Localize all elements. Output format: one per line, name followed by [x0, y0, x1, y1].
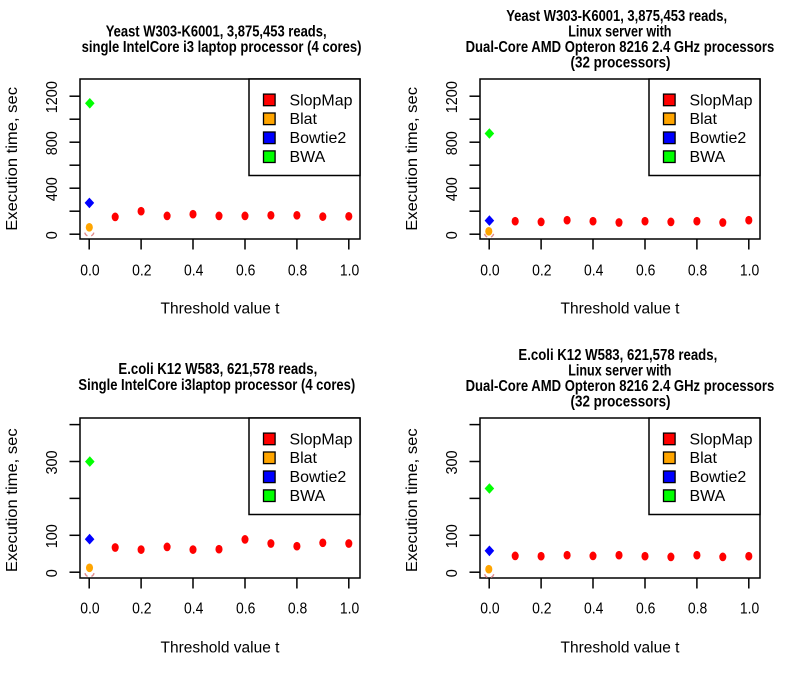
svg-text:1200: 1200 — [44, 81, 62, 113]
svg-text:0.8: 0.8 — [288, 601, 307, 618]
svg-text:Linux server with: Linux server with — [568, 23, 671, 41]
svg-text:Execution time, sec: Execution time, sec — [403, 428, 420, 572]
svg-text:0.6: 0.6 — [636, 263, 655, 280]
svg-text:Dual-Core AMD Opteron 8216 2.4: Dual-Core AMD Opteron 8216 2.4 GHz proce… — [466, 378, 775, 396]
svg-text:Linux server with: Linux server with — [568, 362, 671, 380]
svg-text:single IntelCore i3 laptop pro: single IntelCore i3 laptop processor (4 … — [82, 39, 362, 57]
svg-text:Blat: Blat — [690, 450, 718, 467]
svg-text:0.0: 0.0 — [80, 263, 99, 280]
svg-text:0: 0 — [44, 569, 62, 577]
svg-text:Yeast W303-K6001, 3,875,453 re: Yeast W303-K6001, 3,875,453 reads, — [106, 23, 327, 41]
svg-text:1.0: 1.0 — [340, 601, 359, 618]
svg-text:E.coli K12 W583, 621,578 reads: E.coli K12 W583, 621,578 reads, — [118, 361, 317, 378]
svg-text:0.0: 0.0 — [80, 601, 99, 618]
svg-text:0.2: 0.2 — [532, 601, 551, 618]
svg-text:Bowtie2: Bowtie2 — [290, 130, 347, 147]
svg-text:0.4: 0.4 — [584, 263, 603, 280]
svg-text:BWA: BWA — [290, 149, 326, 166]
svg-text:Bowtie2: Bowtie2 — [290, 469, 347, 486]
svg-text:Single IntelCore i3laptop proc: Single IntelCore i3laptop processor (4 c… — [78, 377, 355, 395]
svg-text:1200: 1200 — [444, 81, 462, 113]
svg-text:0.4: 0.4 — [184, 601, 203, 618]
svg-text:Threshold value t: Threshold value t — [561, 301, 681, 318]
svg-text:0.2: 0.2 — [132, 263, 151, 280]
svg-text:300: 300 — [444, 450, 462, 474]
svg-text:0: 0 — [44, 231, 62, 239]
svg-text:0.4: 0.4 — [584, 601, 603, 618]
svg-text:Threshold value t: Threshold value t — [561, 640, 681, 657]
svg-text:(32 processors): (32 processors) — [571, 394, 671, 411]
svg-text:Bowtie2: Bowtie2 — [690, 130, 747, 147]
svg-text:Bowtie2: Bowtie2 — [690, 469, 747, 486]
svg-text:0: 0 — [444, 569, 462, 577]
svg-text:SlopMap: SlopMap — [690, 431, 753, 448]
svg-text:Blat: Blat — [290, 450, 318, 467]
svg-text:400: 400 — [44, 177, 62, 201]
svg-text:0.6: 0.6 — [236, 601, 255, 618]
svg-text:Blat: Blat — [290, 111, 318, 128]
svg-text:BWA: BWA — [690, 488, 726, 505]
svg-text:1.0: 1.0 — [740, 263, 759, 280]
svg-text:Threshold value t: Threshold value t — [161, 301, 281, 318]
svg-text:0.8: 0.8 — [288, 263, 307, 280]
svg-text:0: 0 — [444, 231, 462, 239]
svg-text:300: 300 — [44, 450, 62, 474]
svg-text:BWA: BWA — [290, 488, 326, 505]
svg-text:0.0: 0.0 — [480, 263, 499, 280]
svg-text:0.2: 0.2 — [532, 263, 551, 280]
svg-text:SlopMap: SlopMap — [690, 92, 753, 109]
svg-text:400: 400 — [444, 177, 462, 201]
svg-text:800: 800 — [444, 131, 462, 155]
svg-text:0.0: 0.0 — [480, 601, 499, 618]
svg-text:0.8: 0.8 — [688, 601, 707, 618]
svg-text:(32 processors): (32 processors) — [571, 55, 671, 72]
svg-text:1.0: 1.0 — [740, 601, 759, 618]
svg-text:Execution time, sec: Execution time, sec — [403, 87, 420, 231]
svg-text:Execution time, sec: Execution time, sec — [3, 428, 20, 572]
svg-text:100: 100 — [44, 524, 62, 548]
svg-text:Yeast W303-K6001, 3,875,453 re: Yeast W303-K6001, 3,875,453 reads, — [506, 8, 727, 26]
svg-text:100: 100 — [444, 524, 462, 548]
svg-text:SlopMap: SlopMap — [290, 92, 353, 109]
svg-text:E.coli K12 W583, 621,578 reads: E.coli K12 W583, 621,578 reads, — [518, 347, 717, 364]
svg-text:1.0: 1.0 — [340, 263, 359, 280]
svg-text:Dual-Core AMD Opteron 8216 2.4: Dual-Core AMD Opteron 8216 2.4 GHz proce… — [466, 39, 775, 57]
svg-text:0.6: 0.6 — [636, 601, 655, 618]
svg-text:Execution time, sec: Execution time, sec — [3, 87, 20, 231]
svg-text:800: 800 — [44, 131, 62, 155]
svg-text:0.4: 0.4 — [184, 263, 203, 280]
svg-text:Blat: Blat — [690, 111, 718, 128]
svg-text:SlopMap: SlopMap — [290, 431, 353, 448]
svg-text:0.2: 0.2 — [132, 601, 151, 618]
svg-text:Threshold value t: Threshold value t — [161, 640, 281, 657]
svg-text:0.6: 0.6 — [236, 263, 255, 280]
svg-text:0.8: 0.8 — [688, 263, 707, 280]
svg-text:BWA: BWA — [690, 149, 726, 166]
